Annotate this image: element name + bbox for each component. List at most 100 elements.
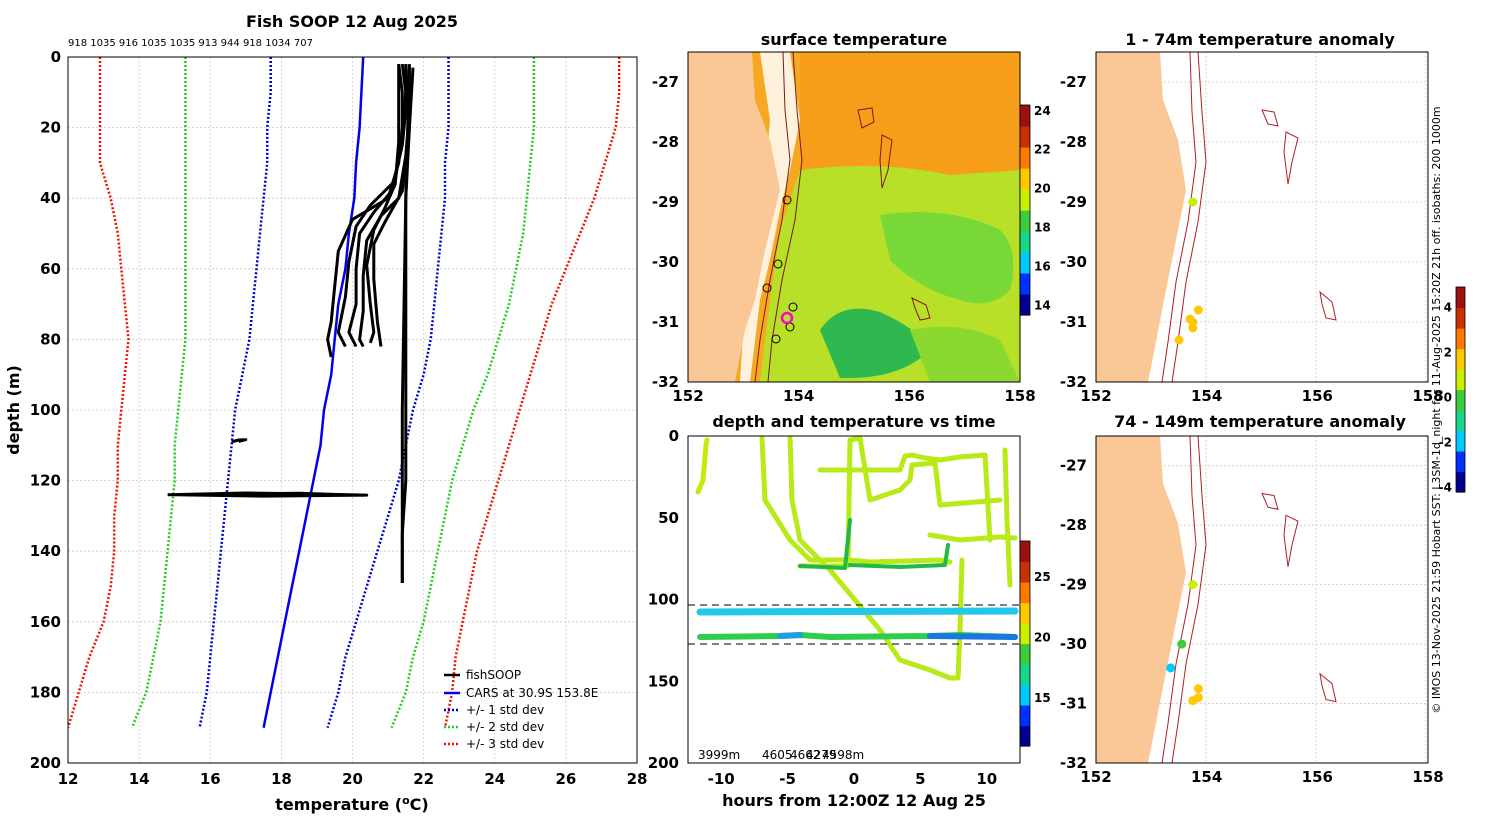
sst-sample-circle <box>788 302 798 312</box>
legend-entry-std2: +/- 2 std dev <box>466 720 544 734</box>
colorbar-segment <box>1456 413 1465 418</box>
colorbar-tick-label: 18 <box>1034 221 1051 235</box>
colorbar-segment <box>1020 269 1030 274</box>
map-y-tick-label: -27 <box>1060 457 1087 475</box>
colorbar-segment <box>1020 544 1030 549</box>
dt-y-tick-label: 0 <box>669 427 679 445</box>
colorbar-segment <box>1020 227 1030 232</box>
depth-time-chart: depth and temperature vs time -10 -5 0 <box>648 412 1051 810</box>
colorbar-segment <box>1020 238 1030 243</box>
colorbar-segment <box>1456 392 1465 397</box>
sst-warm-band <box>800 52 1020 182</box>
colorbar-segment <box>1020 687 1030 692</box>
dt-track-cool <box>798 518 852 570</box>
colorbar-segment <box>1020 147 1030 152</box>
colorbar-segment <box>1020 220 1030 225</box>
colorbar-segment <box>1020 650 1030 655</box>
anom-map-seamount <box>1261 492 1279 510</box>
dt-y-tick-label: 50 <box>658 509 679 527</box>
colorbar-segment <box>1456 307 1465 312</box>
colorbar-tick-label: 14 <box>1034 298 1051 312</box>
colorbar-segment <box>1020 691 1030 696</box>
colorbar-segment <box>1456 369 1465 374</box>
colorbar-segment <box>1020 150 1030 155</box>
anomaly-point <box>1185 314 1195 324</box>
colorbar-segment <box>1020 722 1030 727</box>
colorbar-segment <box>1020 199 1030 204</box>
colorbar-segment <box>1456 396 1465 401</box>
colorbar-segment <box>1456 461 1465 466</box>
profile-x-ticks: 12 14 16 18 20 22 24 26 28 <box>58 770 648 788</box>
dt-colorbar: 15 20 25 <box>1019 540 1051 747</box>
colorbar-segment <box>1020 280 1030 285</box>
profile-series <box>68 57 621 729</box>
colorbar-segment <box>1020 178 1030 183</box>
colorbar-segment <box>1020 571 1030 576</box>
colorbar-segment <box>1020 136 1030 141</box>
dt-y-tick-label: 100 <box>648 591 679 609</box>
colorbar-segment <box>1020 108 1030 113</box>
colorbar-tick-label: 16 <box>1034 259 1051 273</box>
map-y-tick-label: -27 <box>652 73 679 91</box>
sst-field <box>688 51 1020 383</box>
colorbar-segment <box>1456 410 1465 415</box>
colorbar-segment <box>1456 338 1465 343</box>
dt-track <box>817 452 993 543</box>
colorbar-segment <box>1020 711 1030 716</box>
colorbar-tick-label: 4 <box>1444 300 1452 314</box>
colorbar-segment <box>1020 640 1030 645</box>
anomaly-point <box>1188 197 1198 207</box>
colorbar-segment <box>1020 568 1030 573</box>
colorbar-segment <box>1456 437 1465 442</box>
map-y-tick-label: -32 <box>1060 754 1087 772</box>
dt-x-label: hours from 12:00Z 12 Aug 25 <box>722 791 986 810</box>
dt-y-tick-label: 200 <box>648 754 679 772</box>
profile-x-tick-label: 18 <box>271 770 292 788</box>
map-y-tick-label: -31 <box>652 313 679 331</box>
colorbar-tick-label: 22 <box>1034 143 1051 157</box>
sst-cool-eddy-north <box>880 212 1014 304</box>
colorbar-segment <box>1020 297 1030 302</box>
profile-y-tick-label: 100 <box>30 401 61 419</box>
sst-colorbar: 14 16 18 20 22 24 <box>1019 104 1051 316</box>
colorbar-segment <box>1456 485 1465 490</box>
map-y-tick-label: -31 <box>1060 695 1087 713</box>
dt-track-deep-segment <box>777 632 803 639</box>
anom-map-seamount <box>1319 672 1337 703</box>
colorbar-segment <box>1456 290 1465 295</box>
profile-x-tick-label: 24 <box>484 770 505 788</box>
colorbar-segment <box>1456 324 1465 329</box>
colorbar-segment <box>1020 742 1030 747</box>
anomaly-map-1-74m: 1 - 74m temperature anomaly 152 154 156 158… <box>1060 30 1444 405</box>
colorbar-segment <box>1020 609 1030 614</box>
colorbar-segment <box>1020 541 1030 546</box>
colorbar-segment <box>1020 304 1030 309</box>
sst-seamount-isobaths <box>857 107 931 321</box>
map-y-tick-label: -28 <box>1060 133 1087 151</box>
colorbar-segment <box>1020 129 1030 134</box>
colorbar-segment <box>1020 670 1030 675</box>
profile-x-tick-label: 28 <box>627 770 648 788</box>
dt-bottom-label: 3999m <box>698 748 740 762</box>
colorbar-segment <box>1020 213 1030 218</box>
colorbar-segment <box>1020 283 1030 288</box>
colorbar-segment <box>1020 126 1030 131</box>
colorbar-segment <box>1020 595 1030 600</box>
dt-track <box>927 532 1018 543</box>
colorbar-segment <box>1020 157 1030 162</box>
colorbar-tick-label: -2 <box>1439 435 1452 449</box>
colorbar-frame <box>1455 286 1466 493</box>
colorbar-segment <box>1456 447 1465 452</box>
map-y-tick-label: -32 <box>1060 373 1087 391</box>
colorbar-segment <box>1456 440 1465 445</box>
profile-x-tick-label: 12 <box>58 770 79 788</box>
anomaly-point <box>1188 580 1198 590</box>
colorbar-segment <box>1456 433 1465 438</box>
profile-y-ticks: 0 20 40 60 80 100 120 140 160 180 200 <box>30 48 61 772</box>
profile-y-tick-label: 0 <box>51 48 61 66</box>
colorbar-segment <box>1020 599 1030 604</box>
profile-x-tick-label: 26 <box>555 770 576 788</box>
anom-map-seamount <box>1283 514 1299 567</box>
colorbar-segment <box>1020 592 1030 597</box>
dt-x-tick-label: 5 <box>915 770 925 788</box>
